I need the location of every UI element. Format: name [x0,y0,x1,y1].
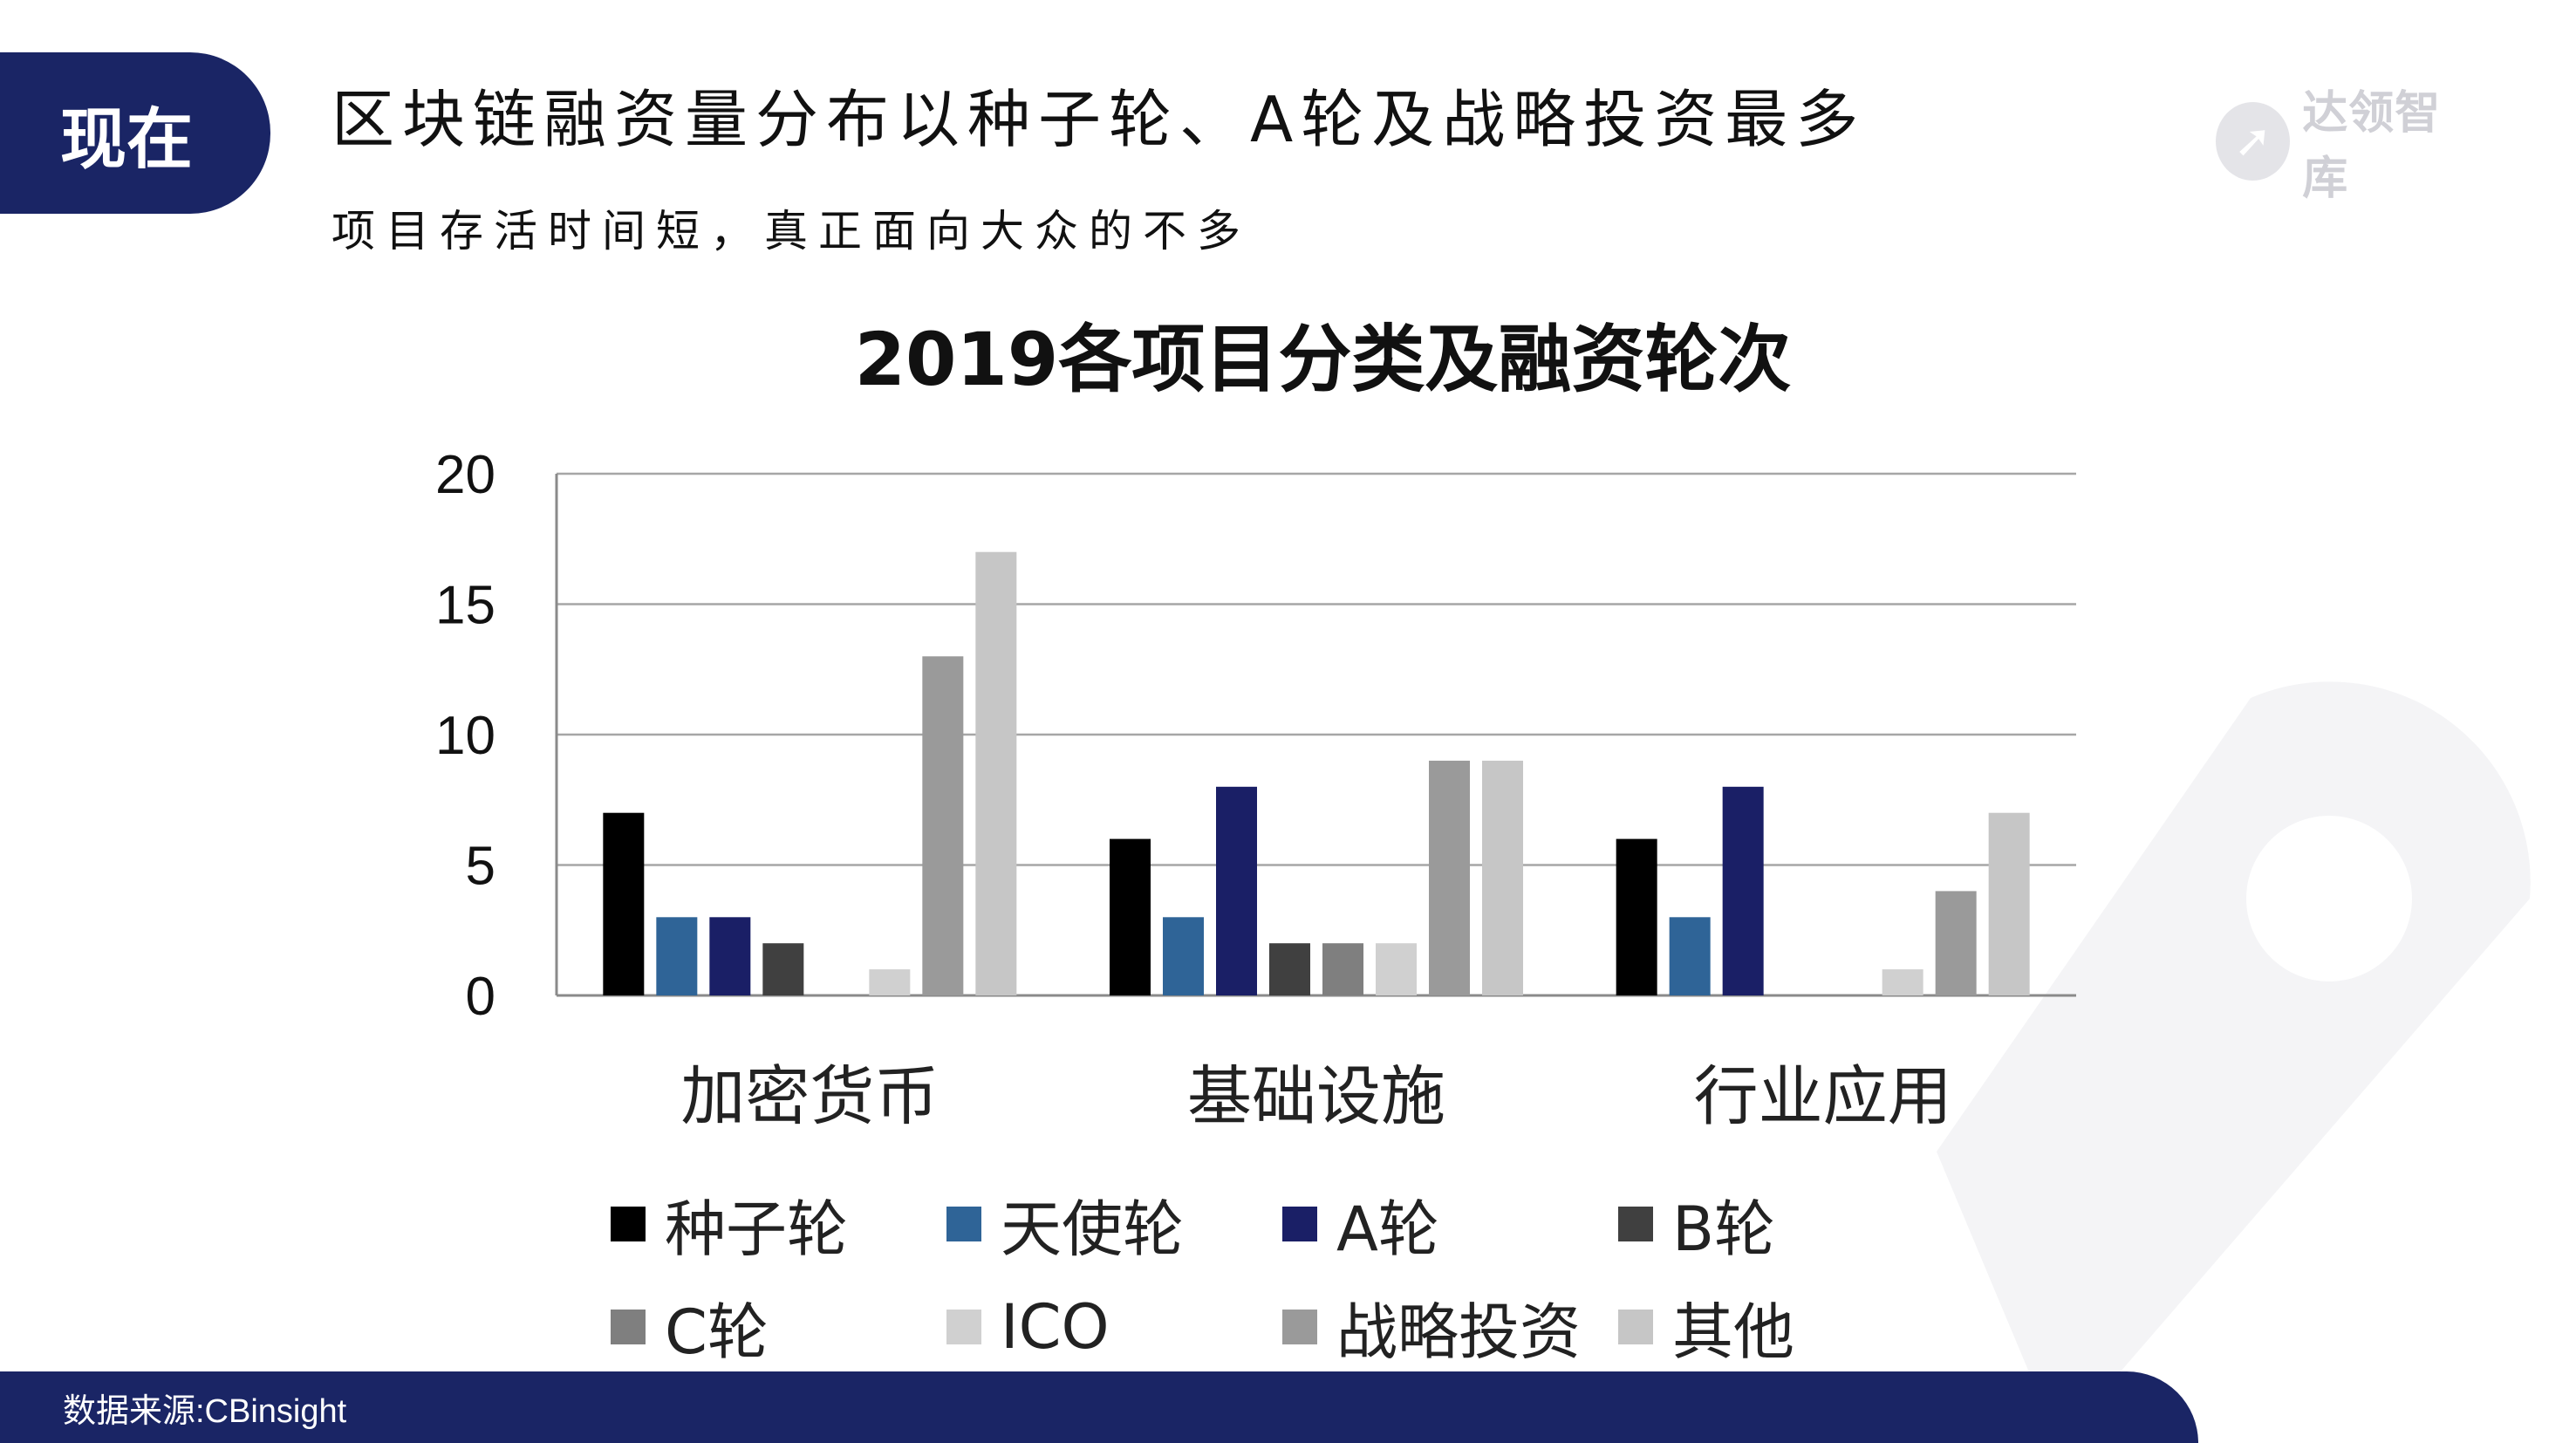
legend-swatch [1618,1310,1653,1344]
category-label: 加密货币 [680,1059,939,1134]
bar-2-2 [1722,786,1764,995]
legend-swatch [611,1310,646,1344]
brand-logo: ➚ 达领智库 [2216,87,2477,205]
legend-swatch [1618,1207,1653,1241]
chart-title: 2019各项目分类及融资轮次 [854,317,1792,402]
legend-item: 其他 [1618,1285,1954,1369]
legend-swatch [1282,1310,1317,1344]
legend-item: 天使轮 [946,1182,1282,1266]
watermark-decoration [1937,681,2531,1443]
bar-2-0 [709,917,751,995]
bar-6-2 [1935,891,1977,995]
legend-swatch [611,1207,646,1241]
data-source-label: 数据来源:CBinsight [63,1393,347,1430]
legend-swatch [946,1310,981,1344]
category-label: 基础设施 [1187,1059,1445,1134]
bar-0-0 [603,812,645,995]
y-tick-label: 10 [435,706,495,766]
legend-item: B轮 [1618,1182,1954,1266]
bar-0-2 [1616,838,1657,995]
y-tick-label: 15 [435,576,495,636]
bar-1-1 [1163,917,1204,995]
legend-item: 战略投资 [1282,1285,1618,1369]
bar-1-0 [656,917,698,995]
legend-label: 种子轮 [665,1193,848,1265]
chart-legend: 种子轮 天使轮 A轮 B轮 C轮 ICO 战略投资 其他 [611,1182,1919,1369]
legend-label: C轮 [665,1296,769,1368]
y-tick-label: 20 [435,445,495,505]
page-subheadline: 项目存活时间短，真正面向大众的不多 [331,206,1251,256]
page-headline: 区块链融资量分布以种子轮、A轮及战略投资最多 [331,83,1867,156]
bar-4-1 [1322,943,1363,995]
bar-6-0 [922,656,964,995]
bar-5-0 [869,969,911,995]
legend-swatch [946,1207,981,1241]
legend-label: B轮 [1672,1193,1776,1265]
legend-label: ICO [1001,1291,1110,1363]
bar-0-1 [1110,838,1151,995]
bar-2-1 [1216,786,1257,995]
rocket-logo-icon: ➚ [2216,102,2291,181]
bar-1-2 [1669,917,1711,995]
legend-label: A轮 [1336,1193,1439,1265]
legend-label: 天使轮 [1001,1193,1184,1265]
section-tab-label: 现在 [60,99,193,178]
legend-item: C轮 [611,1285,946,1369]
bar-6-1 [1429,760,1470,995]
legend-item: 种子轮 [611,1182,946,1266]
section-tab: 现在 [0,52,270,214]
legend-item: ICO [946,1285,1282,1369]
bar-3-0 [762,943,804,995]
y-tick-label: 0 [466,967,495,1027]
bar-7-1 [1482,760,1523,995]
bar-5-2 [1882,969,1923,995]
legend-label: 战略投资 [1336,1296,1581,1368]
legend-label: 其他 [1672,1296,1794,1368]
bar-5-1 [1376,943,1417,995]
brand-logo-text: 达领智库 [2302,87,2442,205]
y-tick-label: 5 [466,837,495,897]
bar-7-0 [975,551,1017,995]
legend-swatch [1282,1207,1317,1241]
bar-7-2 [1988,812,2030,995]
footer-bar: 数据来源:CBinsight [0,1371,2198,1443]
category-label: 行业应用 [1694,1059,1952,1134]
legend-item: A轮 [1282,1182,1618,1266]
bar-3-1 [1269,943,1310,995]
